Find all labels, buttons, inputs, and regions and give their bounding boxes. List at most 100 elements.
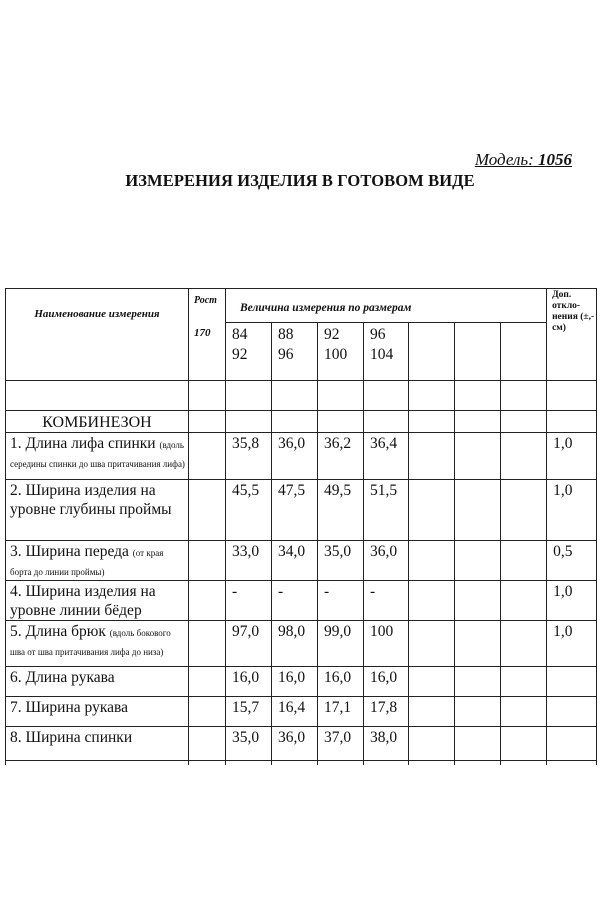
measurement-note: (от края борта до линии проймы) <box>10 548 164 577</box>
height-cell <box>188 666 226 697</box>
empty-cell <box>408 410 455 433</box>
measurements-table: Наименование измерения Рост 170 Величина … <box>5 288 598 765</box>
table-row: 6. Длина рукава 16,0 16,0 16,0 16,0 <box>5 666 598 697</box>
size-bottom: 92 <box>232 346 248 363</box>
size-value <box>454 580 501 621</box>
table-row: 8. Ширина спинки 35,0 36,0 37,0 38,0 <box>5 726 598 761</box>
model-prefix: Модель: <box>474 150 534 169</box>
tolerance-value <box>546 666 598 697</box>
empty-cell <box>408 760 455 765</box>
size-value: - <box>271 580 318 621</box>
tolerance-value: 1,0 <box>546 620 598 667</box>
table-row: 4. Ширина изделия на уровне линии бёдер -… <box>5 580 598 621</box>
empty-cell <box>363 380 409 411</box>
size-value: 51,5 <box>363 479 409 541</box>
measurement-name: 6. Длина рукава <box>5 666 189 697</box>
size-value <box>454 540 501 581</box>
measurement-name: 1. Длина лифа спинки (вдоль середины спи… <box>5 432 189 480</box>
empty-cell <box>454 760 501 765</box>
size-value <box>499 726 548 761</box>
empty-cell <box>546 380 598 411</box>
size-header <box>499 322 548 381</box>
height-cell <box>188 580 226 621</box>
measurement-name: 3. Ширина переда (от края борта до линии… <box>5 540 189 581</box>
size-value: 34,0 <box>271 540 318 581</box>
size-value: 16,0 <box>317 666 364 697</box>
size-value <box>499 696 548 727</box>
size-value <box>408 540 455 581</box>
height-cell <box>188 620 226 667</box>
size-value: 16,4 <box>271 696 318 727</box>
empty-cell <box>225 760 272 765</box>
size-value <box>499 666 548 697</box>
size-value <box>454 726 501 761</box>
size-value <box>454 666 501 697</box>
measurement-label: 2. Ширина изделия на уровне глубины прой… <box>10 482 172 518</box>
size-top: 96 <box>370 326 386 343</box>
empty-cell <box>317 410 364 433</box>
header-height: Рост 170 <box>188 288 226 381</box>
size-value <box>454 620 501 667</box>
table-row: 2. Ширина изделия на уровне глубины прой… <box>5 479 598 541</box>
size-value: 36,2 <box>317 432 364 480</box>
model-label: Модель: 1056 <box>475 150 572 170</box>
size-value <box>408 696 455 727</box>
empty-cell <box>454 410 501 433</box>
table-row: 1. Длина лифа спинки (вдоль середины спи… <box>5 432 598 480</box>
size-header: 88 96 <box>271 322 318 381</box>
measurement-name: 4. Ширина изделия на уровне линии бёдер <box>5 580 189 621</box>
height-cell <box>188 726 226 761</box>
empty-cell <box>5 760 189 765</box>
size-value <box>499 479 548 541</box>
page-title: ИЗМЕРЕНИЯ ИЗДЕЛИЯ В ГОТОВОМ ВИДЕ <box>125 171 475 190</box>
empty-cell <box>188 410 226 433</box>
measurement-label: 6. Длина рукава <box>10 669 115 686</box>
header-sizes-title: Величина измерения по размерам <box>224 288 548 323</box>
size-value <box>499 432 548 480</box>
measurement-name: 8. Ширина спинки <box>5 726 189 761</box>
measurement-label: 4. Ширина изделия на уровне линии бёдер <box>10 583 156 619</box>
height-cell <box>188 540 226 581</box>
table-row: 5. Длина брюк (вдоль бокового шва от шва… <box>5 620 598 667</box>
size-header: 84 92 <box>225 322 272 381</box>
empty-cell <box>271 380 318 411</box>
size-value: 47,5 <box>271 479 318 541</box>
size-value: 35,0 <box>317 540 364 581</box>
size-value <box>499 580 548 621</box>
size-value <box>499 620 548 667</box>
size-value: 17,8 <box>363 696 409 727</box>
size-value: - <box>363 580 409 621</box>
empty-cell <box>271 410 318 433</box>
empty-cell <box>499 380 548 411</box>
size-value: 36,4 <box>363 432 409 480</box>
size-value <box>454 432 501 480</box>
tolerance-value: 1,0 <box>546 580 598 621</box>
empty-cell <box>499 760 548 765</box>
tolerance-value <box>546 696 598 727</box>
empty-cell <box>499 410 548 433</box>
measurement-name: 5. Длина брюк (вдоль бокового шва от шва… <box>5 620 189 667</box>
tolerance-value <box>546 726 598 761</box>
size-header <box>454 322 501 381</box>
size-value: - <box>317 580 364 621</box>
size-value: 35,8 <box>225 432 272 480</box>
empty-cell <box>363 760 409 765</box>
size-value: - <box>225 580 272 621</box>
model-number: 1056 <box>538 150 572 169</box>
size-value: 37,0 <box>317 726 364 761</box>
size-bottom: 100 <box>324 346 348 363</box>
size-top: 92 <box>324 326 340 343</box>
size-value: 97,0 <box>225 620 272 667</box>
size-value: 35,0 <box>225 726 272 761</box>
size-value: 36,0 <box>271 432 318 480</box>
empty-cell <box>5 380 189 411</box>
measurement-name: 7. Ширина рукава <box>5 696 189 727</box>
empty-cell <box>225 410 272 433</box>
measurement-label: 8. Ширина спинки <box>10 729 133 746</box>
size-value: 15,7 <box>225 696 272 727</box>
empty-cell <box>546 410 598 433</box>
height-label: Рост <box>194 295 217 306</box>
size-value <box>408 726 455 761</box>
size-value: 36,0 <box>363 540 409 581</box>
size-value: 99,0 <box>317 620 364 667</box>
